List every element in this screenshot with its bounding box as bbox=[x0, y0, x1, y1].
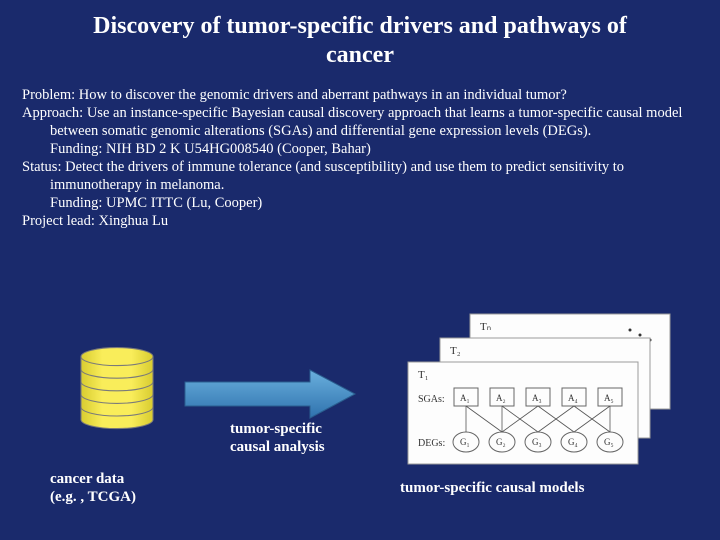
svg-text:G₂: G₂ bbox=[496, 437, 506, 447]
svg-text:A₃: A₃ bbox=[532, 393, 542, 403]
models-caption: tumor-specific causal models bbox=[400, 480, 584, 497]
project-lead: Project lead: Xinghua Lu bbox=[22, 212, 698, 230]
arrow-caption-l1: tumor-specific bbox=[230, 421, 322, 437]
causal-models-icon: Tₙ T₂ T₁ SGAs: A₁ A₂ A₃ A₄ A₅ DEGs: G₁ G… bbox=[400, 310, 680, 470]
deg-row-label: DEGs: bbox=[418, 438, 445, 449]
status-text: Detect the drivers of immune tolerance (… bbox=[50, 159, 624, 193]
svg-text:G₄: G₄ bbox=[568, 437, 578, 447]
sga-row-label: SGAs: bbox=[418, 394, 445, 405]
svg-text:A₄: A₄ bbox=[568, 393, 578, 403]
svg-text:G₅: G₅ bbox=[604, 437, 614, 447]
body-text: Problem: How to discover the genomic dri… bbox=[0, 76, 720, 231]
svg-text:A₁: A₁ bbox=[460, 393, 470, 403]
panel-front-label: T₁ bbox=[418, 369, 429, 381]
svg-text:G₁: G₁ bbox=[460, 437, 470, 447]
panel-top-label: Tₙ bbox=[480, 321, 491, 333]
database-icon bbox=[72, 344, 162, 434]
problem-label: Problem: bbox=[22, 87, 79, 103]
svg-text:G₃: G₃ bbox=[532, 437, 542, 447]
approach-label: Approach: bbox=[22, 105, 87, 121]
approach-text: Use an instance-specific Bayesian causal… bbox=[50, 105, 682, 139]
diagram-area: cancer data (e.g. , TCGA) tumor-specific… bbox=[0, 320, 720, 530]
arrow-caption: tumor-specific causal analysis bbox=[230, 420, 325, 456]
svg-text:A₅: A₅ bbox=[604, 393, 614, 403]
funding-1: Funding: NIH BD 2 K U54HG008540 (Cooper,… bbox=[22, 140, 698, 158]
svg-text:A₂: A₂ bbox=[496, 393, 506, 403]
arrow-caption-l2: causal analysis bbox=[230, 439, 325, 455]
db-caption-l1: cancer data bbox=[50, 471, 124, 487]
database-caption: cancer data (e.g. , TCGA) bbox=[50, 470, 136, 506]
arrow-icon bbox=[180, 364, 360, 424]
funding-2: Funding: UPMC ITTC (Lu, Cooper) bbox=[22, 194, 698, 212]
panel-mid-label: T₂ bbox=[450, 345, 461, 357]
slide-title: Discovery of tumor-specific drivers and … bbox=[0, 0, 720, 76]
db-caption-l2: (e.g. , TCGA) bbox=[50, 489, 136, 505]
status-label: Status: bbox=[22, 159, 65, 175]
problem-text: How to discover the genomic drivers and … bbox=[79, 87, 567, 103]
